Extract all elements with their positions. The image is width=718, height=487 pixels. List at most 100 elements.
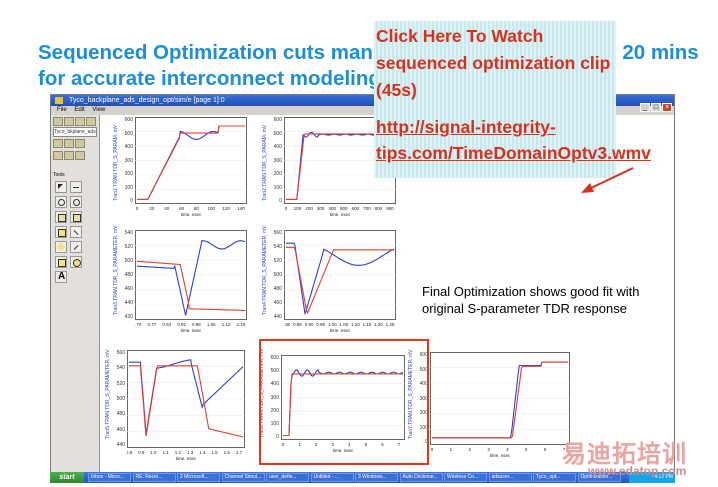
taskbar-item[interactable]: Optimization... bbox=[577, 473, 621, 482]
y-tick-label: 460 bbox=[273, 300, 282, 306]
taskbar-item[interactable]: RE: Recei... bbox=[132, 473, 176, 482]
x-tick-label: 1.00 bbox=[328, 322, 337, 327]
plot-svg: 0.8 0.9 1.0 1.1 1.2 1.3 1.4 1.5 1.6 1.7 time, nsec bbox=[127, 350, 245, 460]
rect-tool-icon[interactable] bbox=[55, 256, 67, 268]
x-tick-label: 5 bbox=[365, 442, 368, 447]
arrow-tool-icon[interactable] bbox=[70, 241, 82, 253]
print-icon[interactable] bbox=[86, 117, 96, 126]
marker-tool-icon[interactable] bbox=[55, 196, 67, 208]
grid-tool-icon[interactable] bbox=[55, 226, 67, 238]
y-tick-label: 500 bbox=[270, 368, 279, 375]
x-tick-label: 1.4 bbox=[199, 450, 206, 455]
x-tick-label: 40 bbox=[164, 206, 170, 211]
save-icon[interactable] bbox=[75, 117, 85, 126]
new-icon[interactable] bbox=[53, 117, 63, 126]
line-tool-icon[interactable] bbox=[70, 226, 82, 238]
y-tick-label: 600 bbox=[270, 355, 279, 361]
x-tick-label: 6 bbox=[544, 447, 547, 452]
y-tick-label: 100 bbox=[124, 184, 133, 191]
app-icon bbox=[55, 97, 63, 104]
x-tick-label: 100 bbox=[208, 206, 216, 211]
x-tick-label: 1.5 bbox=[211, 450, 218, 455]
tdr-plot-5[interactable]: 0.8 0.9 1.0 1.1 1.2 1.3 1.4 1.5 1.6 1.7 time, nsec… bbox=[105, 350, 245, 460]
y-tick-label: 540 bbox=[116, 365, 125, 372]
highlight-box bbox=[259, 339, 429, 465]
polygon-tool-icon[interactable] bbox=[55, 241, 67, 253]
x-tick-label: 1.19 bbox=[237, 322, 246, 327]
model-trace bbox=[283, 373, 403, 437]
x-tick-label: 800 bbox=[375, 206, 383, 211]
taskbar-item[interactable]: Auto Dictionar... bbox=[399, 473, 443, 482]
text-a-tool-icon[interactable]: A bbox=[55, 271, 67, 283]
y-tick-label: 500 bbox=[124, 130, 133, 137]
taskbar-item[interactable]: 2 Microsoft... bbox=[177, 473, 220, 482]
wire-icon[interactable] bbox=[53, 139, 63, 148]
x-axis-label: time, nsec bbox=[181, 212, 202, 216]
y-axis-label: Tran3.TRAN.TDR_S_PARAMETER, mV bbox=[113, 225, 119, 315]
taskbar-item[interactable]: 3 Windows... bbox=[355, 473, 398, 482]
x-tick-label: 1.12 bbox=[222, 322, 231, 327]
rotate-icon[interactable] bbox=[75, 151, 85, 160]
taskbar-item[interactable]: adsuser... bbox=[488, 473, 532, 482]
x-tick-label: 2 bbox=[315, 442, 318, 447]
tdr-plot-3[interactable]: 0.70 0.77 0.84 0.91 0.98 1.05 1.12 1.19 time, ns… bbox=[113, 226, 247, 332]
tools-label: Tools bbox=[53, 172, 65, 178]
x-tick-label: 300 bbox=[317, 206, 325, 211]
y-tick-label: 540 bbox=[124, 230, 133, 236]
x-tick-label: 600 bbox=[352, 206, 360, 211]
port-icon[interactable] bbox=[75, 139, 85, 148]
x-tick-label: 1.20 bbox=[374, 322, 383, 327]
maximize-button[interactable]: □ bbox=[651, 103, 661, 112]
text-tool-icon[interactable] bbox=[70, 181, 82, 193]
plot-svg: 0.70 0.77 0.84 0.91 0.98 1.05 1.12 1.19 time, ns… bbox=[135, 230, 247, 332]
y-tick-label: 100 bbox=[270, 420, 279, 427]
video-link[interactable]: http://signal-integrity-tips.com/TimeDom… bbox=[376, 117, 651, 163]
table-tool-icon[interactable] bbox=[55, 211, 67, 223]
x-tick-label: 0.77 bbox=[147, 322, 156, 327]
taskbar-item[interactable]: Untitled - ... bbox=[310, 473, 354, 482]
taskbar-item[interactable]: user_defin... bbox=[266, 473, 309, 482]
close-button[interactable]: × bbox=[662, 103, 672, 112]
x-tick-label: 7 bbox=[563, 447, 566, 452]
tdr-plot-4[interactable]: 0.800.850.900.951.001.051.101.151.201.25… bbox=[262, 226, 396, 332]
menu-view[interactable]: View bbox=[92, 107, 106, 113]
menu-edit[interactable]: Edit bbox=[74, 107, 85, 113]
tdr-plot-6[interactable]: 0 1 2 3 4 5 6 7 time, nsec 600 500 400 300 200 100 0 Tra… bbox=[259, 348, 405, 452]
y-tick-label: 560 bbox=[116, 350, 125, 356]
taskbar-item[interactable]: Tyco_opt... bbox=[533, 473, 576, 482]
path-field[interactable]: Tyco_bkplane_ads bbox=[53, 127, 97, 137]
trace-tool-icon[interactable] bbox=[70, 196, 82, 208]
plot-svg: 0 1 2 3 4 5 6 7 time, nsec bbox=[281, 355, 405, 452]
open-icon[interactable] bbox=[64, 117, 74, 126]
x-tick-label: 120 bbox=[222, 206, 230, 211]
taskbar-item[interactable]: Channel Simul... bbox=[221, 473, 265, 482]
select-tool-icon[interactable] bbox=[55, 181, 67, 193]
y-tick-label: 300 bbox=[419, 395, 428, 402]
y-tick-label: 500 bbox=[116, 396, 125, 402]
taskbar-item[interactable]: Inbox - Micro... bbox=[88, 473, 131, 482]
x-tick-label: 0.80 bbox=[284, 322, 291, 327]
tdr-plot-7[interactable]: 0 1 2 3 4 5 6 7 time, nsec 600 500 400 300 200 100 0 Tra… bbox=[408, 349, 570, 457]
taskbar: start Inbox - Micro... RE: Recei... 2 Micr… bbox=[50, 472, 675, 483]
y-tick-label: 500 bbox=[124, 258, 133, 264]
x-tick-label: 1 bbox=[298, 442, 301, 447]
x-axis-label: time, nsec bbox=[333, 448, 354, 452]
x-tick-label: 0.70 bbox=[135, 322, 142, 327]
ellipse-tool-icon[interactable] bbox=[70, 256, 82, 268]
stack-tool-icon[interactable] bbox=[70, 211, 82, 223]
start-button[interactable]: start bbox=[50, 472, 84, 483]
y-tick-label: 0 bbox=[279, 198, 282, 204]
y-axis-label: Tran5.TRAN.TDR_S_PARAMETER, mV bbox=[105, 349, 111, 439]
tdr-plot-1[interactable]: 0 20 40 60 80 100 120 140 time, nsec 600 500 400 300… bbox=[113, 117, 247, 216]
minimize-button[interactable]: _ bbox=[640, 103, 650, 112]
ground-icon[interactable] bbox=[64, 139, 74, 148]
x-tick-label: 700 bbox=[363, 206, 371, 211]
y-tick-label: 520 bbox=[116, 380, 125, 387]
x-tick-label: 0.90 bbox=[305, 322, 314, 327]
zoom-icon[interactable] bbox=[53, 151, 63, 160]
y-tick-label: 100 bbox=[273, 184, 282, 191]
menu-file[interactable]: File bbox=[57, 107, 67, 113]
promo-callout[interactable]: Click Here To Watch sequenced optimizati… bbox=[374, 21, 651, 178]
taskbar-item[interactable]: Wireless Co... bbox=[444, 473, 487, 482]
pan-icon[interactable] bbox=[64, 151, 74, 160]
